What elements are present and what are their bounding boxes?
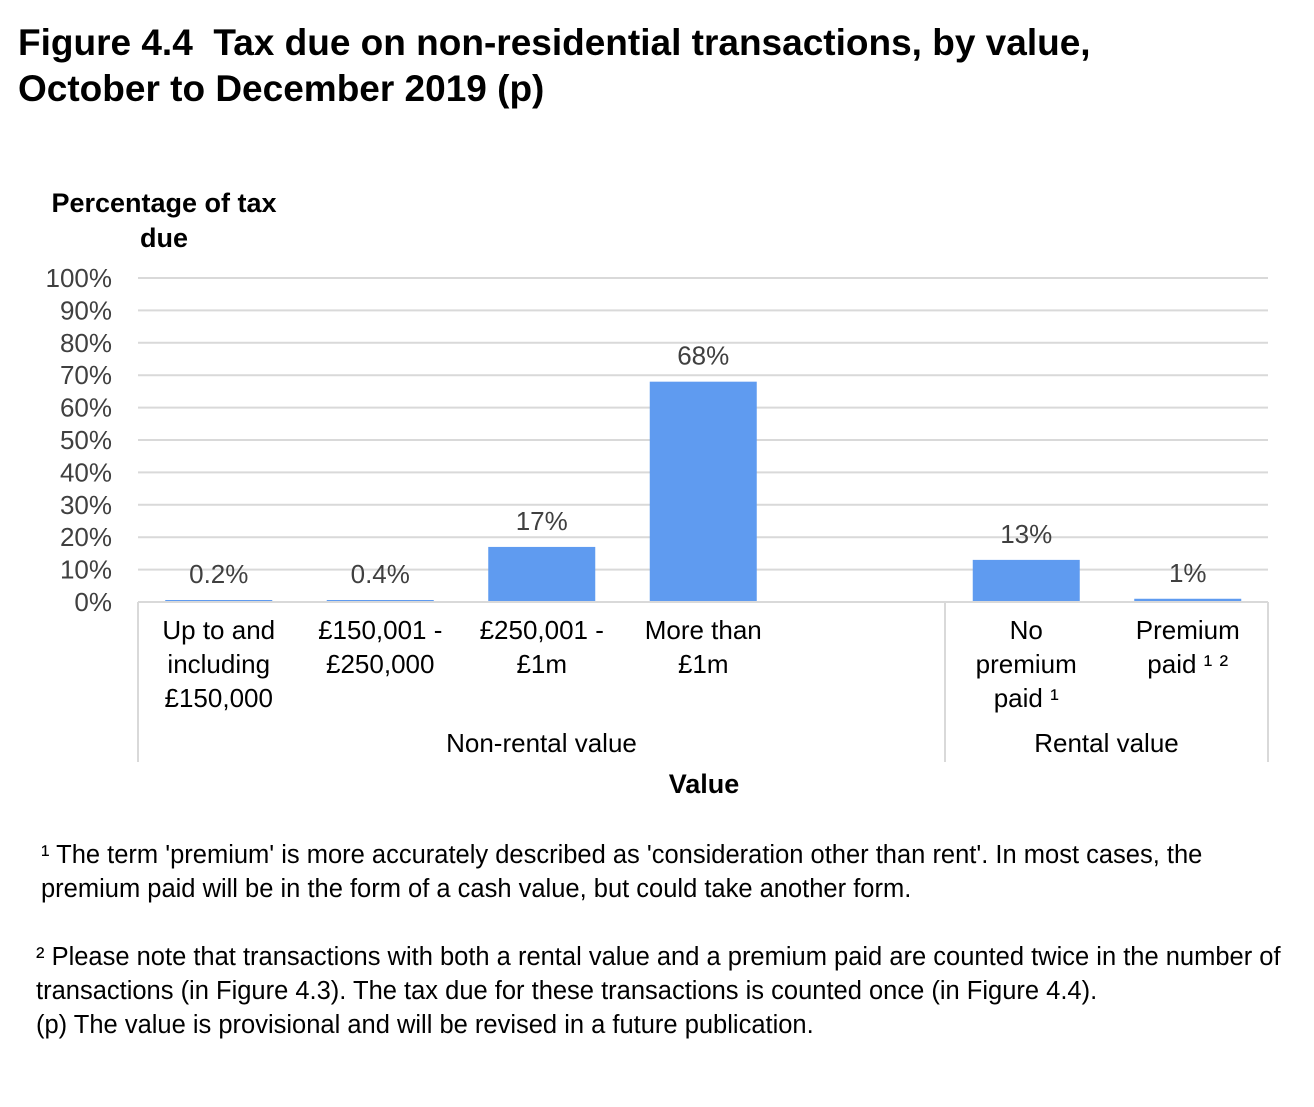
bar <box>1134 598 1242 602</box>
footnotes: ¹ The term 'premium' is more accurately … <box>36 838 1286 1042</box>
title-line-1: Figure 4.4 Tax due on non-residential tr… <box>18 22 1091 63</box>
category-label: £1m <box>678 649 729 679</box>
title-line-2: October to December 2019 (p) <box>18 68 545 109</box>
category-label: £150,001 - <box>318 615 442 645</box>
category-label: Premium <box>1136 615 1240 645</box>
bar <box>488 546 596 602</box>
category-label: Up to and <box>162 615 275 645</box>
category-labels: Up to and including £150,000 £150,001 - £250… <box>162 615 1239 713</box>
category-label: More than <box>645 615 762 645</box>
footnote-2: ² Please note that transactions with bot… <box>36 943 1281 1005</box>
footnote-1: ¹ The term 'premium' is more accurately … <box>41 841 1203 903</box>
y-axis-label-line-2: due <box>139 223 188 253</box>
y-axis-label: Percentage of tax due <box>38 186 290 256</box>
footnote-3: (p) The value is provisional and will be… <box>36 1011 814 1039</box>
group-label: Rental value <box>1034 728 1179 758</box>
category-label: premium <box>976 649 1077 679</box>
y-tick-label: 0% <box>74 587 112 617</box>
x-axis-title: Value <box>669 769 740 799</box>
bar <box>649 381 757 602</box>
data-label: 0.4% <box>351 559 410 589</box>
category-label: £1m <box>516 649 567 679</box>
category-label: £250,000 <box>326 649 434 679</box>
data-label: 13% <box>1000 519 1052 549</box>
figure-title: Figure 4.4 Tax due on non-residential tr… <box>18 20 1298 112</box>
y-tick-label: 50% <box>60 425 112 455</box>
group-label: Non-rental value <box>446 728 637 758</box>
category-label: paid ¹ ² <box>1147 649 1228 679</box>
category-label: £150,000 <box>165 683 273 713</box>
x-axis <box>137 601 1269 762</box>
data-label: 17% <box>516 506 568 536</box>
y-tick-label: 100% <box>46 263 113 293</box>
y-axis-ticks: 0%10%20%30%40%50%60%70%80%90%100% <box>46 263 113 617</box>
y-tick-label: 20% <box>60 522 112 552</box>
bar <box>972 559 1080 602</box>
y-tick-label: 10% <box>60 555 112 585</box>
bars <box>165 381 1242 602</box>
y-tick-label: 30% <box>60 490 112 520</box>
category-label: No <box>1010 615 1043 645</box>
group-labels: Non-rental value Rental value <box>446 728 1179 758</box>
category-label: including <box>167 649 270 679</box>
data-label: 1% <box>1169 558 1207 588</box>
data-label: 68% <box>677 341 729 371</box>
data-label: 0.2% <box>189 559 248 589</box>
bar-chart: 0%10%20%30%40%50%60%70%80%90%100% 0.2% 0.… <box>46 263 1269 799</box>
category-label: paid ¹ <box>994 683 1059 713</box>
y-tick-label: 60% <box>60 393 112 423</box>
y-tick-label: 70% <box>60 360 112 390</box>
y-tick-label: 80% <box>60 328 112 358</box>
data-labels: 0.2% 0.4% 17% 68% 13% 1% <box>189 341 1206 589</box>
category-label: £250,001 - <box>480 615 604 645</box>
y-tick-label: 90% <box>60 295 112 325</box>
y-axis-label-line-1: Percentage of tax <box>51 188 277 218</box>
y-tick-label: 40% <box>60 457 112 487</box>
